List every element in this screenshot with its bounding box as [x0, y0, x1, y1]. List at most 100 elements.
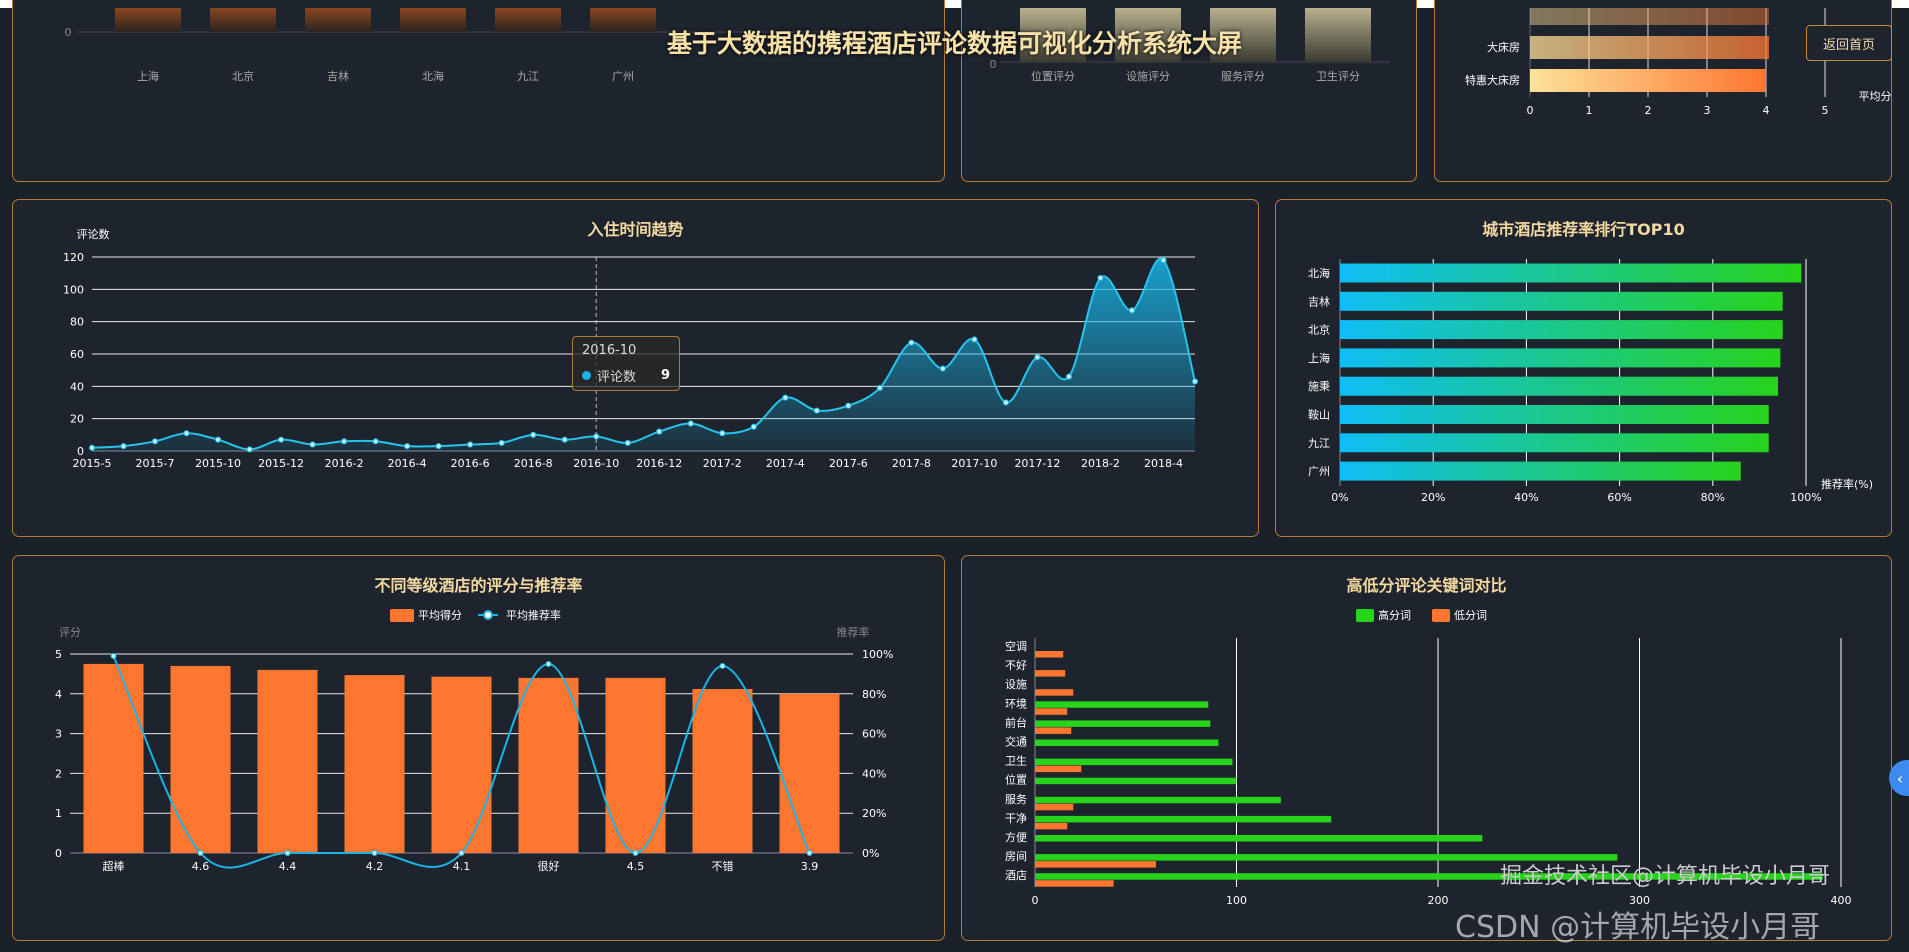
point-2017-11	[1002, 399, 1010, 406]
y-axis-name: 评分	[59, 626, 81, 639]
point-2016-6	[467, 441, 474, 448]
point-2017-9	[939, 365, 946, 372]
x-tick-label: 200	[1428, 894, 1449, 907]
x-tick-label: 北海	[422, 69, 444, 83]
point-2017-12	[1034, 354, 1041, 361]
bar-服务评分	[1210, 8, 1276, 62]
x-tick-label: 60%	[1607, 491, 1631, 504]
high-bar-房间	[1035, 854, 1618, 861]
x-tick-label: 100	[1226, 894, 1247, 907]
x-tick-label: 0	[1032, 894, 1039, 907]
bar-4.4	[257, 669, 318, 853]
bar-不错	[692, 689, 753, 853]
bar-吉林	[305, 8, 371, 32]
y-tick-label: 空调	[1005, 639, 1027, 653]
x-axis-name: 推荐率(%)	[1821, 477, 1873, 491]
point-2015-11	[246, 446, 253, 453]
x-tick-label: 4.1	[453, 860, 471, 873]
x-tick-label: 2017-10	[951, 457, 997, 470]
low-bar-空调	[1035, 651, 1064, 658]
return-home-button[interactable]: 返回首页	[1806, 25, 1892, 61]
rate-point-4.1	[458, 850, 465, 856]
bar-广州	[590, 8, 656, 32]
rate-point-4.6	[197, 850, 204, 856]
x-tick-label: 2015-5	[73, 457, 112, 470]
y-tick-label: 前台	[1005, 715, 1027, 729]
point-2016-11	[624, 439, 631, 447]
y2-axis-name: 推荐率	[837, 625, 870, 639]
x-tick-label: 4.5	[627, 860, 645, 873]
x-tick-label: 2017-4	[766, 457, 805, 470]
y-tick-label: 0	[77, 445, 84, 458]
x-tick-label: 2016-6	[451, 457, 490, 470]
x-tick-label: 2018-4	[1144, 457, 1183, 470]
y-tick-label: 方便	[1005, 830, 1027, 844]
bar-北京	[1340, 320, 1783, 340]
y-tick-label: 大床房	[1487, 40, 1520, 54]
y2-tick-label: 40%	[862, 767, 886, 780]
y2-tick-label: 60%	[862, 728, 886, 741]
low-bar-环境	[1035, 708, 1068, 715]
x-tick-label: 2017-8	[892, 457, 931, 470]
y2-tick-label: 80%	[862, 688, 886, 701]
side-panel-toggle[interactable]: ‹	[1889, 760, 1909, 796]
tooltip-value: 9	[660, 368, 670, 383]
point-2017-7	[876, 384, 883, 392]
point-2018-2	[1097, 274, 1104, 282]
y-tick-label: 60	[70, 348, 84, 361]
x-tick-label: 2017-2	[703, 457, 742, 470]
x-tick-label: 位置评分	[1031, 69, 1075, 83]
x-tick-label: 2016-12	[636, 457, 682, 470]
x-tick-label: 设施评分	[1126, 70, 1170, 83]
y-tick-label: 九江	[1308, 437, 1330, 450]
x-tick-label: 广州	[612, 70, 634, 83]
bar-特惠大床房	[1530, 69, 1766, 92]
bar-3.9	[779, 693, 840, 853]
x-tick-label: 服务评分	[1221, 70, 1265, 83]
y2-tick-label: 20%	[862, 807, 886, 820]
x-tick-label: 2015-10	[195, 457, 241, 470]
point-2016-7	[498, 439, 505, 447]
x-tick-label: 超棒	[103, 859, 125, 873]
x-tick-label: 3	[1704, 104, 1711, 117]
y-tick-label: 20	[70, 413, 84, 426]
y-tick-label: 4	[55, 688, 62, 701]
bar-九江	[1340, 433, 1769, 453]
y-tick-label: 环境	[1005, 696, 1027, 710]
low-bar-设施	[1035, 689, 1074, 696]
y-tick-label: 上海	[1308, 351, 1330, 365]
x-tick-label: 2016-10	[573, 457, 619, 470]
y-tick-label: 设施	[1005, 678, 1027, 691]
trend-area	[92, 258, 1195, 451]
y-tick-label: 吉林	[1308, 294, 1330, 308]
x-tick-label: 2016-2	[325, 457, 364, 470]
y2-tick-label: 0%	[862, 847, 879, 860]
x-tick-label: 九江	[517, 70, 539, 83]
legend-label-high: 高分词	[1378, 608, 1411, 622]
chevron-left-icon: ‹	[1896, 768, 1904, 788]
y-tick-label: 2	[55, 767, 62, 780]
y-tick-label: 北海	[1308, 266, 1330, 280]
point-2015-7	[151, 438, 159, 445]
point-2016-10	[593, 433, 600, 440]
tooltip-date: 2016-10	[582, 343, 637, 358]
bar-4.5	[605, 677, 666, 853]
point-2016-12	[656, 428, 663, 435]
bar-4.2	[344, 675, 405, 853]
rate-point-4.5	[632, 850, 639, 856]
y-tick-label: 1	[55, 807, 62, 820]
low-bar-服务	[1035, 803, 1074, 811]
point-2015-12	[277, 436, 285, 443]
bar-施秉	[1340, 376, 1779, 396]
x-tick-label: 2017-6	[829, 457, 868, 470]
low-bar-房间	[1035, 861, 1156, 868]
bar-超棒	[83, 663, 144, 853]
point-2015-5	[88, 444, 96, 451]
high-bar-交通	[1035, 739, 1219, 746]
x-tick-label: 5	[1822, 104, 1829, 117]
point-2017-1	[687, 420, 694, 427]
x-tick-label: 100%	[1790, 491, 1821, 504]
bar-设施评分	[1115, 8, 1181, 62]
high-bar-环境	[1035, 701, 1209, 708]
y-tick-label: 酒店	[1005, 868, 1027, 882]
